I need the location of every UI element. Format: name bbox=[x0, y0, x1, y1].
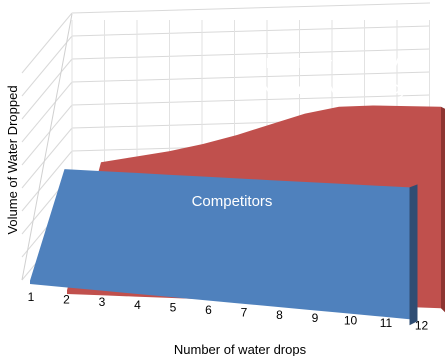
gridline-side bbox=[21, 150, 73, 212]
x-tick-label: 6 bbox=[205, 303, 212, 317]
gridline-side bbox=[21, 12, 73, 74]
y-axis-title: Volume of Water Dropped bbox=[5, 85, 20, 234]
x-axis-ticks: 1 2 3 4 5 6 7 8 9 10 11 12 bbox=[28, 290, 429, 333]
series-side-fast bbox=[441, 106, 445, 313]
x-tick-label: 8 bbox=[276, 308, 283, 322]
x-tick-label: 7 bbox=[241, 306, 248, 320]
gridline-back bbox=[71, 25, 431, 37]
series-label-fast-line-2: Volume Over Fule Cycle bbox=[264, 81, 426, 98]
series-layer bbox=[30, 105, 445, 326]
x-tick-label: 4 bbox=[134, 298, 141, 312]
gridline-back bbox=[71, 71, 431, 83]
gridline-side bbox=[21, 81, 73, 143]
x-tick-label: 1 bbox=[28, 290, 35, 304]
gridline-side bbox=[21, 58, 73, 120]
x-tick-label: 11 bbox=[380, 316, 393, 330]
series-label-competitors: Competitors bbox=[192, 193, 273, 210]
axis-edge bbox=[21, 13, 73, 281]
x-axis-title: Number of water drops bbox=[174, 342, 307, 356]
x-tick-label: 12 bbox=[415, 319, 429, 333]
series-area-competitors bbox=[30, 169, 410, 320]
gridline-back bbox=[71, 2, 431, 14]
x-tick-label: 5 bbox=[170, 300, 177, 314]
gridline-back bbox=[71, 94, 431, 106]
gridline-side bbox=[21, 104, 73, 166]
series-label-fast-line-1: FAST Increase in Water bbox=[266, 55, 424, 72]
x-tick-label: 2 bbox=[63, 293, 70, 307]
x-tick-label: 10 bbox=[344, 313, 358, 327]
gridline-back bbox=[71, 48, 431, 60]
gridline-side bbox=[21, 35, 73, 97]
gridline-side bbox=[21, 127, 73, 189]
x-tick-label: 3 bbox=[99, 295, 106, 309]
x-tick-label: 9 bbox=[312, 311, 319, 325]
series-side-competitors bbox=[409, 184, 418, 326]
series-labels: FAST Increase in Water Volume Over Fule … bbox=[192, 55, 426, 210]
